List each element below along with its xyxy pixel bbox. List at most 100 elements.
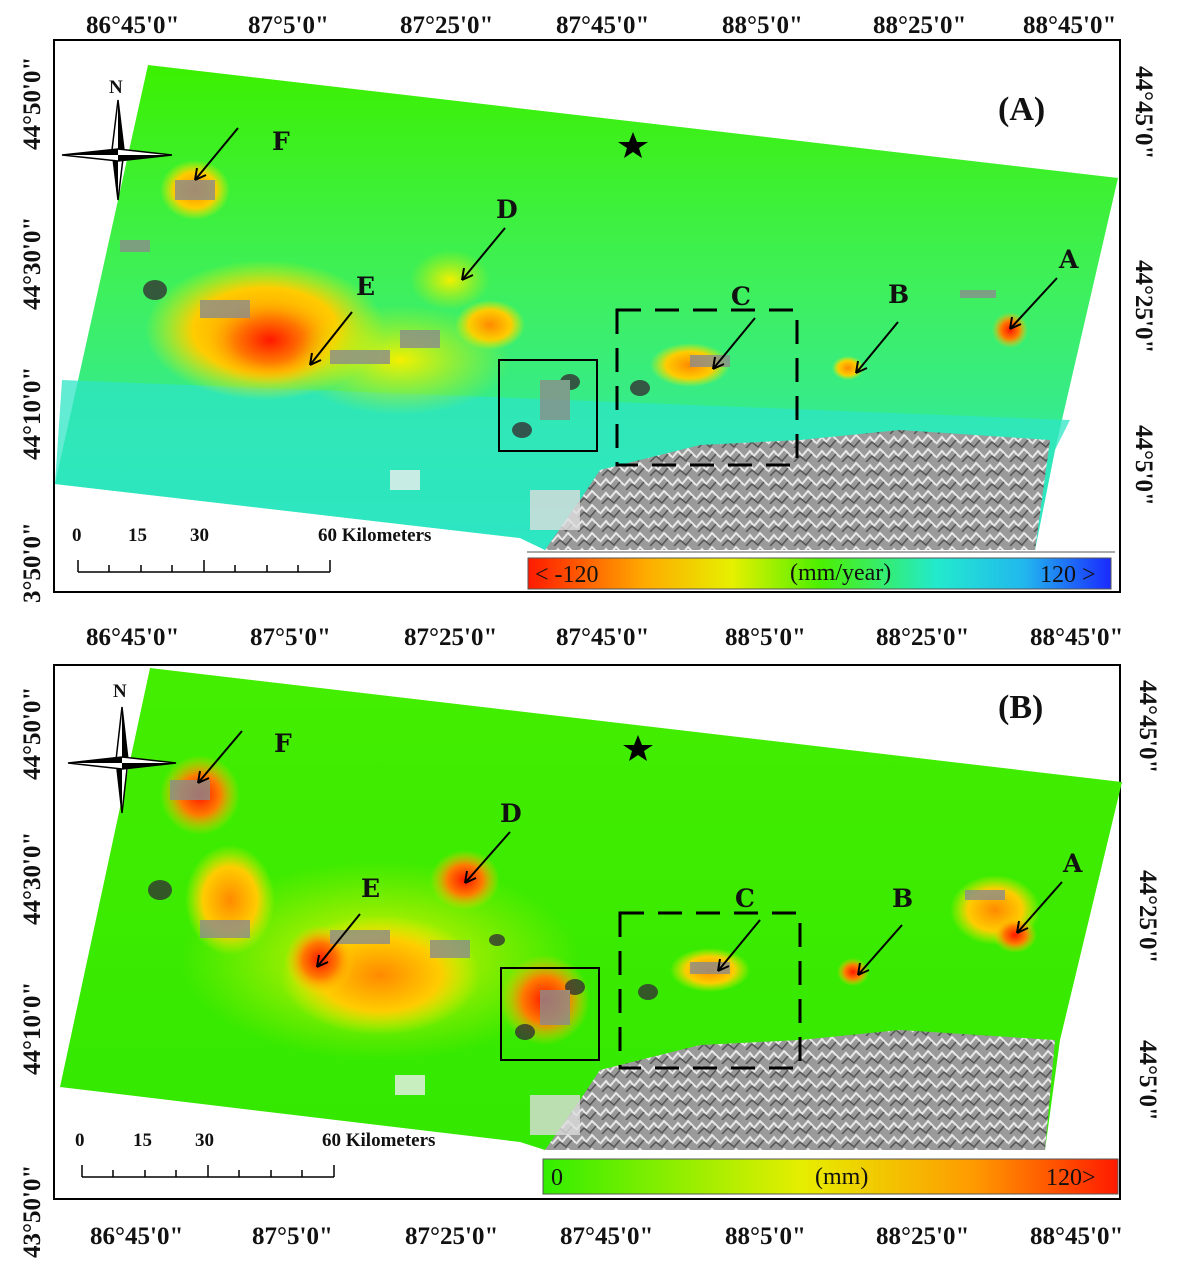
svg-text:87°45'0": 87°45'0" (560, 1223, 653, 1250)
svg-text:86°45'0": 86°45'0" (90, 1223, 183, 1250)
north-arrow-b: N (67, 681, 177, 814)
svg-text:44°5'0": 44°5'0" (1130, 425, 1157, 506)
scale-tick-15-b: 15 (133, 1130, 152, 1151)
svg-text:3°50'0": 3°50'0" (19, 522, 46, 603)
legend-b: 0 (mm) 120> (542, 1158, 1119, 1195)
north-arrow-a: N (61, 77, 173, 201)
svg-text:44°10'0": 44°10'0" (19, 982, 46, 1075)
svg-text:87°45'0": 87°45'0" (556, 624, 649, 651)
svg-text:44°30'0": 44°30'0" (19, 832, 46, 925)
north-label-b: N (113, 681, 127, 702)
svg-text:87°25'0": 87°25'0" (400, 12, 493, 39)
north-label-a: N (109, 77, 123, 98)
hotspot-b-b (837, 958, 869, 986)
study-box-dashed-a (615, 308, 799, 467)
panel-a: F E D C B A (A) N 0 15 30 60 Kilometers (19, 12, 1157, 603)
site-arrows-b (197, 730, 1063, 976)
panel-b-frame (53, 664, 1121, 1200)
scale-tick-15-a: 15 (128, 525, 147, 546)
scale-tick-60-b: 60 Kilometers (322, 1130, 435, 1151)
legend-unit-b: (mm) (815, 1164, 868, 1190)
svg-text:44°30'0": 44°30'0" (19, 217, 46, 310)
svg-text:87°5'0": 87°5'0" (248, 12, 329, 39)
colorbar-a (527, 557, 1112, 590)
star-marker-a (618, 132, 648, 158)
site-arrows-a (194, 127, 1058, 374)
panel-a-frame (53, 39, 1121, 593)
svg-text:44°10'0": 44°10'0" (19, 367, 46, 460)
site-label-a-b: A (1062, 849, 1083, 878)
hotspot-a-b (993, 917, 1037, 953)
svg-text:44°5'0": 44°5'0" (1134, 1040, 1161, 1121)
study-box-solid-a (498, 359, 598, 452)
hotspot-b-a (832, 356, 864, 380)
panel-b: F E D C B A (B) N 0 15 30 60 Kilometers … (19, 624, 1161, 1258)
hotspot-d-a (410, 250, 490, 310)
scale-tick-30-b: 30 (195, 1130, 214, 1151)
svg-text:44°45'0": 44°45'0" (1134, 680, 1161, 773)
site-label-c-a: C (731, 282, 751, 311)
svg-text:44°50'0": 44°50'0" (19, 687, 46, 780)
legend-unit-a: (mm/year) (790, 560, 891, 586)
scale-tick-0-a: 0 (72, 525, 82, 546)
lat-ticks-left-a: 44°50'0" 44°30'0" 44°10'0" 3°50'0" (19, 57, 46, 603)
panel-label-a: (A) (998, 91, 1045, 128)
svg-text:87°25'0": 87°25'0" (405, 1223, 498, 1250)
svg-text:88°25'0": 88°25'0" (873, 12, 966, 39)
site-label-c-b: C (735, 884, 755, 913)
lon-ticks-top-a: 86°45'0" 87°5'0" 87°25'0" 87°45'0" 88°5'… (86, 12, 1116, 39)
svg-text:44°50'0": 44°50'0" (19, 57, 46, 150)
svg-text:87°45'0": 87°45'0" (556, 12, 649, 39)
site-label-a-a: A (1058, 245, 1079, 274)
svg-text:86°45'0": 86°45'0" (86, 624, 179, 651)
svg-text:88°45'0": 88°45'0" (1030, 1223, 1123, 1250)
panel-label-b: (B) (998, 689, 1043, 726)
mountain-terrain-b (545, 1030, 1055, 1150)
svg-text:88°5'0": 88°5'0" (725, 1223, 806, 1250)
scale-bar-a: 0 15 30 60 Kilometers (72, 525, 431, 573)
study-box-dashed-b (618, 911, 802, 1070)
urban-patches-b (148, 780, 1005, 1135)
legend-high-a: 120 > (1040, 562, 1096, 588)
svg-text:86°45'0": 86°45'0" (86, 12, 179, 39)
svg-text:88°5'0": 88°5'0" (722, 12, 803, 39)
legend-low-a: < -120 (535, 562, 599, 588)
svg-text:87°25'0": 87°25'0" (404, 624, 497, 651)
site-label-d-b: D (500, 799, 522, 828)
site-label-e-a: E (356, 272, 375, 301)
svg-text:88°25'0": 88°25'0" (876, 1223, 969, 1250)
study-box-solid-b (500, 967, 600, 1061)
lat-ticks-left-b: 44°50'0" 44°30'0" 44°10'0" 43°50'0" (19, 687, 46, 1258)
lon-ticks-top-b: 86°45'0" 87°5'0" 87°25'0" 87°45'0" 88°5'… (86, 624, 1123, 651)
mountain-terrain-a (545, 430, 1050, 550)
star-marker-b (623, 735, 653, 761)
site-label-b-a: B (888, 280, 909, 309)
svg-text:88°45'0": 88°45'0" (1023, 12, 1116, 39)
lat-ticks-right-a: 44°45'0" 44°25'0" 44°5'0" (1130, 66, 1157, 506)
scale-tick-30-a: 30 (190, 525, 209, 546)
svg-text:44°25'0": 44°25'0" (1130, 260, 1157, 353)
lat-ticks-right-b: 44°45'0" 44°25'0" 44°5'0" (1134, 680, 1161, 1121)
svg-text:88°25'0": 88°25'0" (876, 624, 969, 651)
lon-ticks-bottom-b: 86°45'0" 87°5'0" 87°25'0" 87°45'0" 88°5'… (90, 1223, 1123, 1250)
svg-text:87°5'0": 87°5'0" (250, 624, 331, 651)
site-label-f-a: F (272, 127, 290, 156)
svg-text:43°50'0": 43°50'0" (19, 1165, 46, 1258)
svg-text:87°5'0": 87°5'0" (252, 1223, 333, 1250)
urban-patches-a (120, 180, 996, 530)
scale-tick-0-b: 0 (75, 1130, 85, 1151)
colorbar-b (542, 1158, 1119, 1195)
scale-bar-b: 0 15 30 60 Kilometers (75, 1130, 435, 1178)
svg-text:44°45'0": 44°45'0" (1130, 66, 1157, 159)
svg-text:88°45'0": 88°45'0" (1030, 624, 1123, 651)
scale-tick-60-a: 60 Kilometers (318, 525, 431, 546)
hotspot-a-a (992, 312, 1028, 348)
svg-text:88°5'0": 88°5'0" (725, 624, 806, 651)
svg-text:44°25'0": 44°25'0" (1134, 870, 1161, 963)
site-label-b-b: B (892, 884, 913, 913)
site-label-d-a: D (496, 195, 518, 224)
site-label-e-b: E (361, 874, 380, 903)
legend-a: < -120 (mm/year) 120 > (527, 551, 1115, 590)
site-label-f-b: F (274, 729, 292, 758)
